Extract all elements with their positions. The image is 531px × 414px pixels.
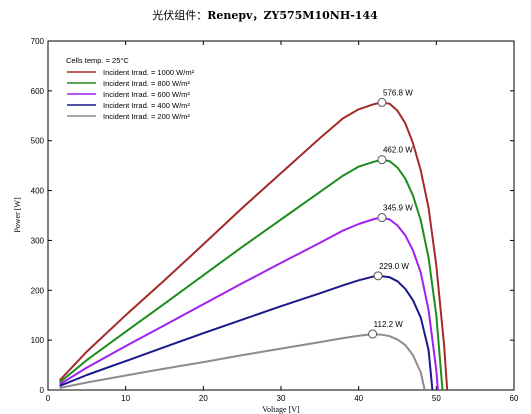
legend-entry-label: Incident Irrad. = 600 W/m²: [103, 90, 190, 99]
series-line: [59, 274, 434, 391]
chart-title: 光伏组件：Renepv，ZY575M10NH-144: [152, 8, 378, 22]
mpp-value-label: 576.8 W: [383, 88, 413, 97]
x-tick-label: 50: [432, 394, 441, 403]
legend: Cells temp. = 25°C Incident Irrad. = 100…: [66, 56, 195, 121]
mpp-markers: 576.8 W 462.0 W 345.9 W 229.0 W 112.2 W: [368, 88, 413, 339]
x-tick-label: 30: [277, 394, 286, 403]
series-line: [58, 158, 444, 391]
x-tick-label: 0: [46, 394, 51, 403]
x-tick-label: 10: [121, 394, 130, 403]
mpp-value-label: 112.2 W: [374, 320, 404, 329]
legend-header: Cells temp. = 25°C: [66, 56, 129, 65]
mpp-marker: [373, 271, 383, 281]
legend-entry-label: Incident Irrad. = 400 W/m²: [103, 101, 190, 110]
series-line: [58, 101, 449, 391]
y-tick-label: 600: [31, 87, 45, 96]
series-line: [59, 333, 426, 391]
legend-entry-label: Incident Irrad. = 800 W/m²: [103, 79, 190, 88]
mpp-marker: [368, 329, 378, 339]
series-lines: [58, 101, 449, 391]
y-tick-label: 0: [40, 386, 45, 395]
series-line: [59, 216, 439, 391]
legend-entry-label: Incident Irrad. = 1000 W/m²: [103, 68, 195, 77]
mpp-value-label: 345.9 W: [383, 204, 413, 213]
x-tick-label: 20: [199, 394, 208, 403]
y-tick-label: 300: [31, 236, 45, 245]
x-tick-label: 60: [510, 394, 519, 403]
x-tick-label: 40: [354, 394, 363, 403]
y-tick-label: 400: [31, 187, 45, 196]
legend-entry-label: Incident Irrad. = 200 W/m²: [103, 112, 190, 121]
y-axis-label: Power [W]: [13, 197, 22, 233]
y-tick-label: 700: [31, 37, 45, 46]
mpp-marker: [377, 213, 387, 223]
x-axis-label: Voltage [V]: [262, 405, 300, 414]
mpp-value-label: 462.0 W: [383, 146, 413, 155]
y-tick-label: 200: [31, 286, 45, 295]
y-tick-label: 500: [31, 137, 45, 146]
mpp-marker: [377, 97, 387, 107]
mpp-marker: [377, 155, 387, 165]
mpp-value-label: 229.0 W: [379, 262, 409, 271]
y-tick-label: 100: [31, 336, 45, 345]
